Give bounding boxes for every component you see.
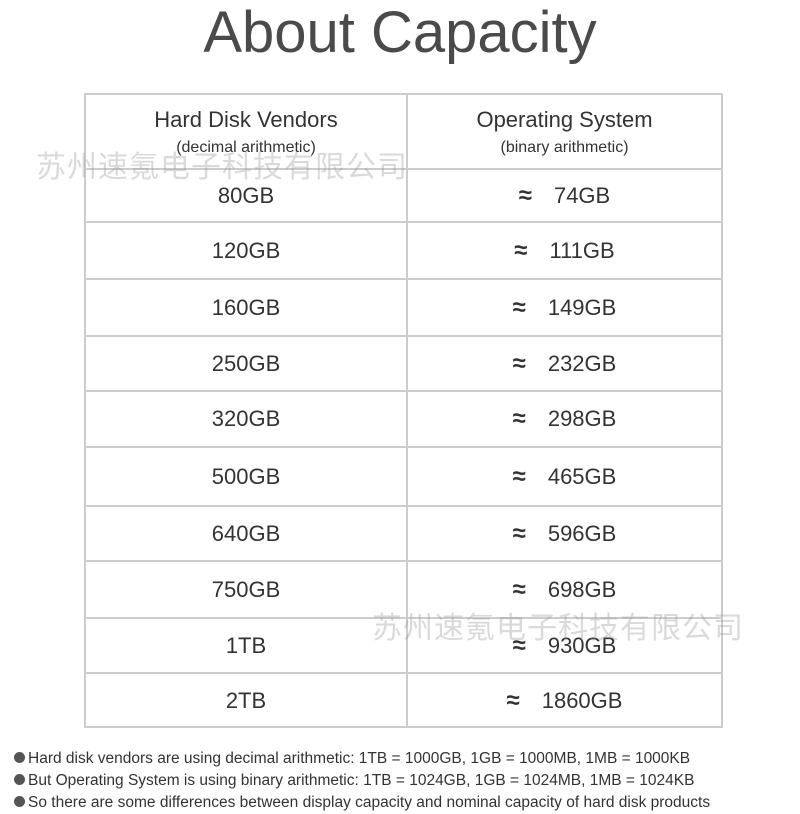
vendor-capacity: 80GB — [217, 182, 275, 208]
page-title: About Capacity — [203, 0, 597, 65]
approx-icon: ≈ — [514, 236, 528, 264]
os-capacity: 698GB — [547, 576, 617, 602]
os-capacity: 149GB — [547, 294, 617, 320]
os-capacity: 74GB — [553, 182, 611, 208]
os-capacity-cell: ≈465GB — [408, 448, 721, 505]
table-row: 640GB ≈596GB — [86, 505, 721, 560]
header-os-label: Operating System — [476, 106, 653, 132]
os-capacity-cell: ≈930GB — [408, 619, 721, 672]
os-capacity: 596GB — [547, 520, 617, 546]
vendor-capacity: 250GB — [211, 350, 281, 376]
vendor-capacity: 640GB — [211, 520, 281, 546]
vendor-capacity: 120GB — [211, 237, 281, 263]
os-capacity-cell: ≈232GB — [408, 337, 721, 390]
approx-icon: ≈ — [512, 293, 526, 321]
notes: Hard disk vendors are using decimal arit… — [14, 748, 710, 814]
os-capacity-cell: ≈1860GB — [408, 674, 721, 728]
table-header: Hard Disk Vendors (decimal arithmetic) O… — [86, 95, 721, 168]
os-capacity: 930GB — [547, 632, 617, 658]
header-vendors: Hard Disk Vendors (decimal arithmetic) — [86, 95, 406, 168]
bullet-icon — [14, 752, 25, 763]
approx-icon: ≈ — [512, 349, 526, 377]
vendor-capacity: 1TB — [225, 632, 267, 658]
watermark: 苏州速氪电子科技有限公司 — [372, 612, 744, 645]
table-row: 120GB ≈111GB — [86, 221, 721, 278]
capacity-table: Hard Disk Vendors (decimal arithmetic) O… — [84, 93, 723, 728]
note-text: But Operating System is using binary ari… — [28, 772, 695, 789]
approx-icon: ≈ — [512, 575, 526, 603]
table-row: 160GB ≈149GB — [86, 278, 721, 335]
table-row: 2TB ≈1860GB — [86, 672, 721, 728]
os-capacity: 232GB — [547, 350, 617, 376]
vendor-capacity: 160GB — [211, 294, 281, 320]
note-item: So there are some differences between di… — [14, 792, 710, 814]
vendor-capacity: 750GB — [211, 576, 281, 602]
approx-icon: ≈ — [512, 631, 526, 659]
note-text: Hard disk vendors are using decimal arit… — [28, 750, 691, 767]
os-capacity: 111GB — [549, 237, 615, 263]
header-vendors-sub: (decimal arithmetic) — [176, 138, 316, 156]
note-item: But Operating System is using binary ari… — [14, 770, 710, 792]
os-capacity-cell: ≈596GB — [408, 507, 721, 560]
vendor-capacity: 500GB — [211, 463, 281, 489]
note-item: Hard disk vendors are using decimal arit… — [14, 748, 710, 770]
table-row: 1TB ≈930GB — [86, 617, 721, 672]
os-capacity: 1860GB — [541, 688, 623, 713]
approx-icon: ≈ — [512, 519, 526, 547]
vendor-capacity: 320GB — [211, 406, 281, 431]
table-row: 320GB ≈298GB — [86, 390, 721, 446]
approx-icon: ≈ — [506, 687, 520, 714]
header-vendors-label: Hard Disk Vendors — [154, 106, 338, 132]
column-divider — [406, 95, 408, 726]
header-os-sub: (binary arithmetic) — [500, 138, 629, 156]
approx-icon: ≈ — [512, 462, 526, 490]
table-row: 250GB ≈232GB — [86, 335, 721, 390]
approx-icon: ≈ — [512, 405, 526, 432]
table-row: 750GB ≈698GB — [86, 560, 721, 617]
os-capacity-cell: ≈111GB — [408, 223, 721, 278]
os-capacity-cell: ≈74GB — [408, 170, 721, 221]
bullet-icon — [14, 796, 25, 807]
note-text: So there are some differences between di… — [28, 794, 711, 811]
watermark: 苏州速氪电子科技有限公司 — [36, 151, 408, 184]
approx-icon: ≈ — [518, 181, 532, 209]
os-capacity: 465GB — [547, 463, 617, 489]
header-os: Operating System (binary arithmetic) — [408, 95, 721, 168]
table-row: 500GB ≈465GB — [86, 446, 721, 505]
os-capacity-cell: ≈298GB — [408, 392, 721, 446]
os-capacity-cell: ≈149GB — [408, 280, 721, 335]
vendor-capacity: 2TB — [225, 688, 267, 713]
table-row: 80GB ≈74GB — [86, 168, 721, 221]
os-capacity-cell: ≈698GB — [408, 562, 721, 617]
bullet-icon — [14, 774, 25, 785]
os-capacity: 298GB — [547, 406, 617, 431]
